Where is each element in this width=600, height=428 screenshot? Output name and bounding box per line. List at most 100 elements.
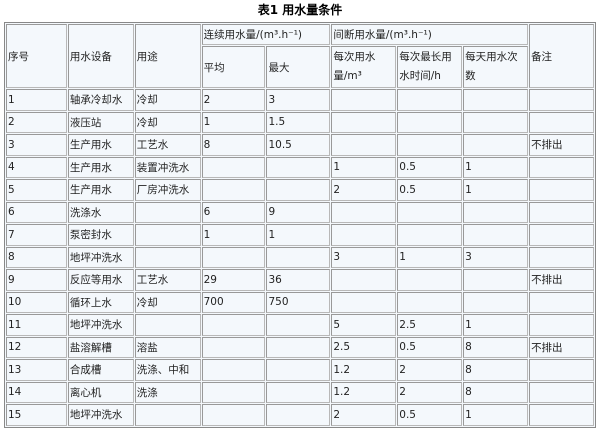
cell-max-duration xyxy=(397,269,463,291)
table-title: 表1 用水量条件 xyxy=(257,3,343,17)
cell-purpose: 冷却 xyxy=(134,291,201,313)
cell-remark xyxy=(529,404,594,426)
cell-remark xyxy=(529,359,594,381)
cell-max-duration: 0.5 xyxy=(397,179,463,201)
cell-max xyxy=(266,404,331,426)
cell-max-duration: 0.5 xyxy=(397,404,463,426)
cell-times-per-day xyxy=(463,89,529,111)
cell-times-per-day xyxy=(463,111,529,133)
table-row: 3 生产用水 工艺水 8 10.5 不排出 xyxy=(6,134,594,156)
table-row: 13 合成槽 洗涤、中和 1.2 2 8 xyxy=(6,359,594,381)
header-max: 最大 xyxy=(266,46,331,88)
cell-times-per-day xyxy=(463,269,529,291)
cell-remark: 不排出 xyxy=(529,134,594,156)
header-per-use: 每次用水量/m³ xyxy=(331,46,397,88)
cell-purpose: 冷却 xyxy=(134,89,201,111)
cell-max-duration: 0.5 xyxy=(397,156,463,178)
cell-max-duration xyxy=(397,134,463,156)
cell-purpose: 洗涤 xyxy=(134,381,201,403)
cell-equipment: 地坪冲洗水 xyxy=(67,246,134,268)
cell-max xyxy=(266,246,331,268)
cell-per-use: 1.2 xyxy=(331,381,397,403)
cell-times-per-day: 1 xyxy=(463,404,529,426)
cell-remark xyxy=(529,224,594,246)
cell-max: 1.5 xyxy=(266,111,331,133)
cell-max: 9 xyxy=(266,201,331,223)
cell-remark xyxy=(529,89,594,111)
cell-per-use: 3 xyxy=(331,246,397,268)
cell-purpose: 厂房冲洗水 xyxy=(134,179,201,201)
header-purpose: 用途 xyxy=(134,24,201,88)
cell-max-duration xyxy=(397,89,463,111)
cell-seq: 4 xyxy=(6,156,67,178)
cell-avg: 1 xyxy=(201,111,266,133)
cell-equipment: 液压站 xyxy=(67,111,134,133)
cell-avg: 700 xyxy=(201,291,266,313)
cell-seq: 11 xyxy=(6,314,67,336)
cell-equipment: 轴承冷却水 xyxy=(67,89,134,111)
cell-max xyxy=(266,359,331,381)
cell-times-per-day xyxy=(463,291,529,313)
cell-max xyxy=(266,314,331,336)
cell-max-duration xyxy=(397,111,463,133)
cell-per-use xyxy=(331,111,397,133)
cell-per-use xyxy=(331,224,397,246)
header-max-duration: 每次最长用水时间/h xyxy=(397,46,463,88)
table-row: 7 泵密封水 1 1 xyxy=(6,224,594,246)
cell-per-use: 2.5 xyxy=(331,336,397,358)
table-row: 10 循环上水 冷却 700 750 xyxy=(6,291,594,313)
cell-avg xyxy=(201,314,266,336)
cell-purpose: 工艺水 xyxy=(134,269,201,291)
table-row: 8 地坪冲洗水 3 1 3 xyxy=(6,246,594,268)
cell-per-use xyxy=(331,201,397,223)
cell-max xyxy=(266,179,331,201)
cell-max: 3 xyxy=(266,89,331,111)
cell-max-duration: 2 xyxy=(397,381,463,403)
cell-max-duration: 1 xyxy=(397,246,463,268)
cell-per-use: 1 xyxy=(331,156,397,178)
cell-seq: 2 xyxy=(6,111,67,133)
cell-per-use xyxy=(331,269,397,291)
cell-avg xyxy=(201,359,266,381)
cell-equipment: 循环上水 xyxy=(67,291,134,313)
cell-avg: 6 xyxy=(201,201,266,223)
cell-max: 36 xyxy=(266,269,331,291)
cell-max: 10.5 xyxy=(266,134,331,156)
cell-max: 1 xyxy=(266,224,331,246)
cell-seq: 7 xyxy=(6,224,67,246)
cell-seq: 1 xyxy=(6,89,67,111)
cell-times-per-day xyxy=(463,201,529,223)
cell-times-per-day: 1 xyxy=(463,314,529,336)
cell-avg: 1 xyxy=(201,224,266,246)
cell-max xyxy=(266,381,331,403)
cell-purpose: 工艺水 xyxy=(134,134,201,156)
cell-equipment: 地坪冲洗水 xyxy=(67,314,134,336)
cell-times-per-day xyxy=(463,224,529,246)
cell-avg xyxy=(201,381,266,403)
cell-per-use: 5 xyxy=(331,314,397,336)
cell-max xyxy=(266,156,331,178)
cell-purpose: 冷却 xyxy=(134,111,201,133)
table-row: 1 轴承冷却水 冷却 2 3 xyxy=(6,89,594,111)
cell-avg xyxy=(201,404,266,426)
cell-seq: 14 xyxy=(6,381,67,403)
cell-remark xyxy=(529,246,594,268)
cell-seq: 9 xyxy=(6,269,67,291)
cell-per-use: 2 xyxy=(331,404,397,426)
cell-avg: 8 xyxy=(201,134,266,156)
header-times-per-day: 每天用水次数 xyxy=(463,46,529,88)
header-remark: 备注 xyxy=(529,24,594,88)
cell-avg xyxy=(201,156,266,178)
cell-per-use xyxy=(331,89,397,111)
cell-remark xyxy=(529,291,594,313)
header-continuous: 连续用水量/(m³.h⁻¹) xyxy=(201,24,331,45)
cell-remark xyxy=(529,179,594,201)
cell-seq: 10 xyxy=(6,291,67,313)
cell-times-per-day: 8 xyxy=(463,359,529,381)
cell-equipment: 离心机 xyxy=(67,381,134,403)
cell-max-duration xyxy=(397,201,463,223)
cell-remark xyxy=(529,314,594,336)
table-row: 5 生产用水 厂房冲洗水 2 0.5 1 xyxy=(6,179,594,201)
cell-remark: 不排出 xyxy=(529,336,594,358)
cell-equipment: 洗涤水 xyxy=(67,201,134,223)
